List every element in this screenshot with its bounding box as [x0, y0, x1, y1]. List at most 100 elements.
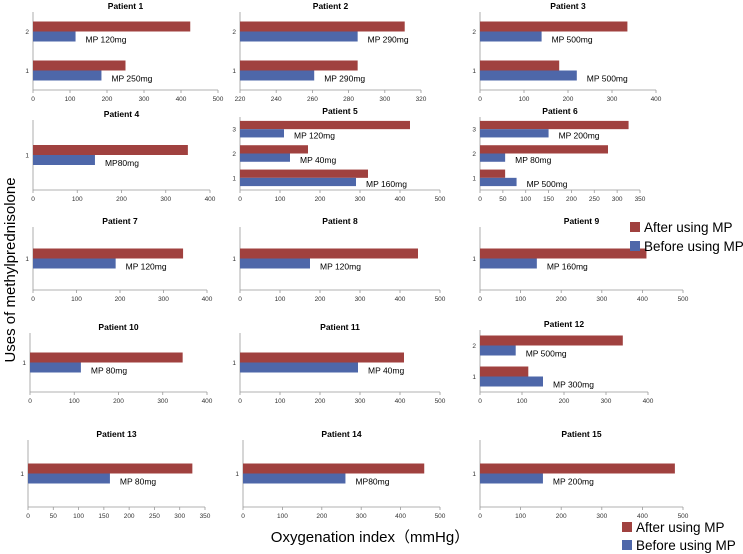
chart-title: Patient 14	[321, 429, 361, 439]
chart-panel: Patient 13 0 50 100 150 200 250 300 350 1 MP 80mg	[20, 429, 210, 520]
dose-annotation: MP 160mg	[366, 179, 407, 189]
x-tick-label: 0	[478, 96, 482, 103]
dose-annotation: MP 500mg	[587, 74, 628, 84]
bar-after	[33, 21, 191, 32]
x-tick-label: 200	[102, 96, 113, 103]
bar-before	[480, 258, 537, 269]
chart-panel: Patient 1 0 100 200 300 400 500 1 MP 250mg 2 MP 12…	[25, 1, 223, 103]
chart-panel: Patient 8 0 100 200 300 400 500 1 MP 120mg	[232, 216, 445, 303]
x-tick-label: 100	[515, 513, 526, 520]
x-tick-label: 320	[416, 96, 427, 103]
y-axis-label: Uses of methylprednisolone	[2, 177, 19, 362]
chart-panel: Patient 10 0 100 200 300 400 1 MP 80mg	[22, 322, 212, 405]
x-tick-label: 200	[124, 513, 135, 520]
x-tick-label: 200	[315, 196, 326, 203]
bar-before	[33, 155, 95, 165]
x-tick-label: 400	[637, 296, 648, 303]
chart-title: Patient 10	[98, 322, 138, 332]
bar-after	[480, 21, 628, 32]
x-tick-label: 400	[395, 513, 406, 520]
bar-after	[480, 120, 629, 130]
x-tick-label: 350	[635, 196, 646, 203]
x-tick-label: 400	[202, 398, 213, 405]
chart-panel: Patient 3 0 100 200 300 400 1 MP 500mg 2 MP 500mg	[472, 1, 661, 103]
x-tick-label: 0	[238, 296, 242, 303]
x-tick-label: 250	[149, 513, 160, 520]
bar-before	[28, 473, 110, 484]
x-tick-label: 300	[355, 398, 366, 405]
chart-panel: Patient 6 0 50 100 150 200 250 300 350 1 MP 500mg 2…	[472, 106, 645, 203]
chart-title: Patient 3	[550, 1, 586, 11]
x-tick-label: 200	[563, 96, 574, 103]
bar-before	[480, 70, 577, 81]
dose-annotation: MP 290mg	[368, 35, 409, 45]
chart-panel: Patient 12 0 100 200 300 400 1 MP 300mg 2 MP 500m…	[472, 319, 653, 405]
y-tick-label: 1	[232, 360, 236, 367]
chart-panel: Patient 5 0 100 200 300 400 500 1 MP 160mg 2 MP 40…	[232, 106, 445, 203]
chart-title: Patient 5	[322, 106, 358, 116]
bar-before	[240, 31, 358, 42]
y-tick-label: 1	[22, 360, 26, 367]
bar-before	[480, 153, 506, 162]
x-tick-label: 300	[158, 296, 169, 303]
bar-before	[33, 258, 116, 269]
x-tick-label: 0	[31, 96, 35, 103]
x-tick-label: 100	[73, 513, 84, 520]
bar-after	[28, 463, 193, 474]
x-tick-label: 200	[115, 296, 126, 303]
bar-after	[240, 169, 368, 178]
x-tick-label: 100	[519, 96, 530, 103]
bar-before	[480, 31, 542, 42]
x-tick-label: 240	[271, 96, 282, 103]
dose-annotation: MP 120mg	[86, 35, 127, 45]
x-tick-label: 0	[238, 398, 242, 405]
dose-annotation: MP 200mg	[553, 477, 594, 487]
bar-before	[240, 362, 358, 373]
x-tick-label: 250	[589, 196, 600, 203]
x-tick-label: 100	[517, 398, 528, 405]
bar-after	[480, 335, 623, 346]
x-tick-label: 0	[241, 513, 245, 520]
x-tick-label: 200	[556, 513, 567, 520]
x-tick-label: 500	[678, 513, 689, 520]
bar-before	[480, 345, 516, 356]
dose-annotation: MP 500mg	[552, 35, 593, 45]
x-tick-label: 0	[478, 513, 482, 520]
y-tick-label: 2	[232, 29, 236, 36]
chart-panel: Patient 15 0 100 200 300 400 500 1 MP 200mg	[472, 429, 688, 520]
x-tick-label: 0	[478, 296, 482, 303]
x-tick-label: 200	[315, 296, 326, 303]
x-tick-label: 300	[612, 196, 623, 203]
chart-panel: Patient 7 0 100 200 300 400 1 MP 120mg	[25, 216, 212, 303]
x-tick-label: 300	[355, 196, 366, 203]
dose-annotation: MP 290mg	[324, 74, 365, 84]
bar-after	[240, 248, 418, 259]
dose-annotation: MP 500mg	[526, 349, 567, 359]
x-tick-label: 100	[277, 513, 288, 520]
x-tick-label: 200	[113, 398, 124, 405]
x-tick-label: 200	[556, 296, 567, 303]
bar-before	[480, 129, 549, 138]
legend-after-label: After using MP	[644, 220, 733, 235]
chart-panel: Patient 9 0 100 200 300 400 500 1 MP 160mg	[472, 216, 688, 303]
chart-title: Patient 2	[313, 1, 349, 11]
x-tick-label: 0	[478, 398, 482, 405]
y-tick-label: 1	[472, 256, 476, 263]
legend-top: After using MP Before using MP	[630, 220, 743, 254]
x-tick-label: 50	[50, 513, 58, 520]
chart-title: Patient 1	[108, 1, 144, 11]
x-tick-label: 300	[174, 513, 185, 520]
bar-after	[240, 352, 404, 363]
dose-annotation: MP80mg	[355, 477, 389, 487]
x-tick-label: 400	[637, 513, 648, 520]
x-tick-label: 100	[72, 196, 83, 203]
chart-title: Patient 8	[322, 216, 358, 226]
y-tick-label: 1	[25, 256, 29, 263]
x-tick-label: 100	[275, 296, 286, 303]
y-tick-label: 1	[472, 68, 476, 75]
y-tick-label: 1	[25, 153, 29, 160]
bar-after	[243, 463, 425, 474]
bar-after	[30, 352, 183, 363]
dose-annotation: MP 500mg	[527, 179, 568, 189]
legend-before-swatch	[622, 540, 632, 550]
